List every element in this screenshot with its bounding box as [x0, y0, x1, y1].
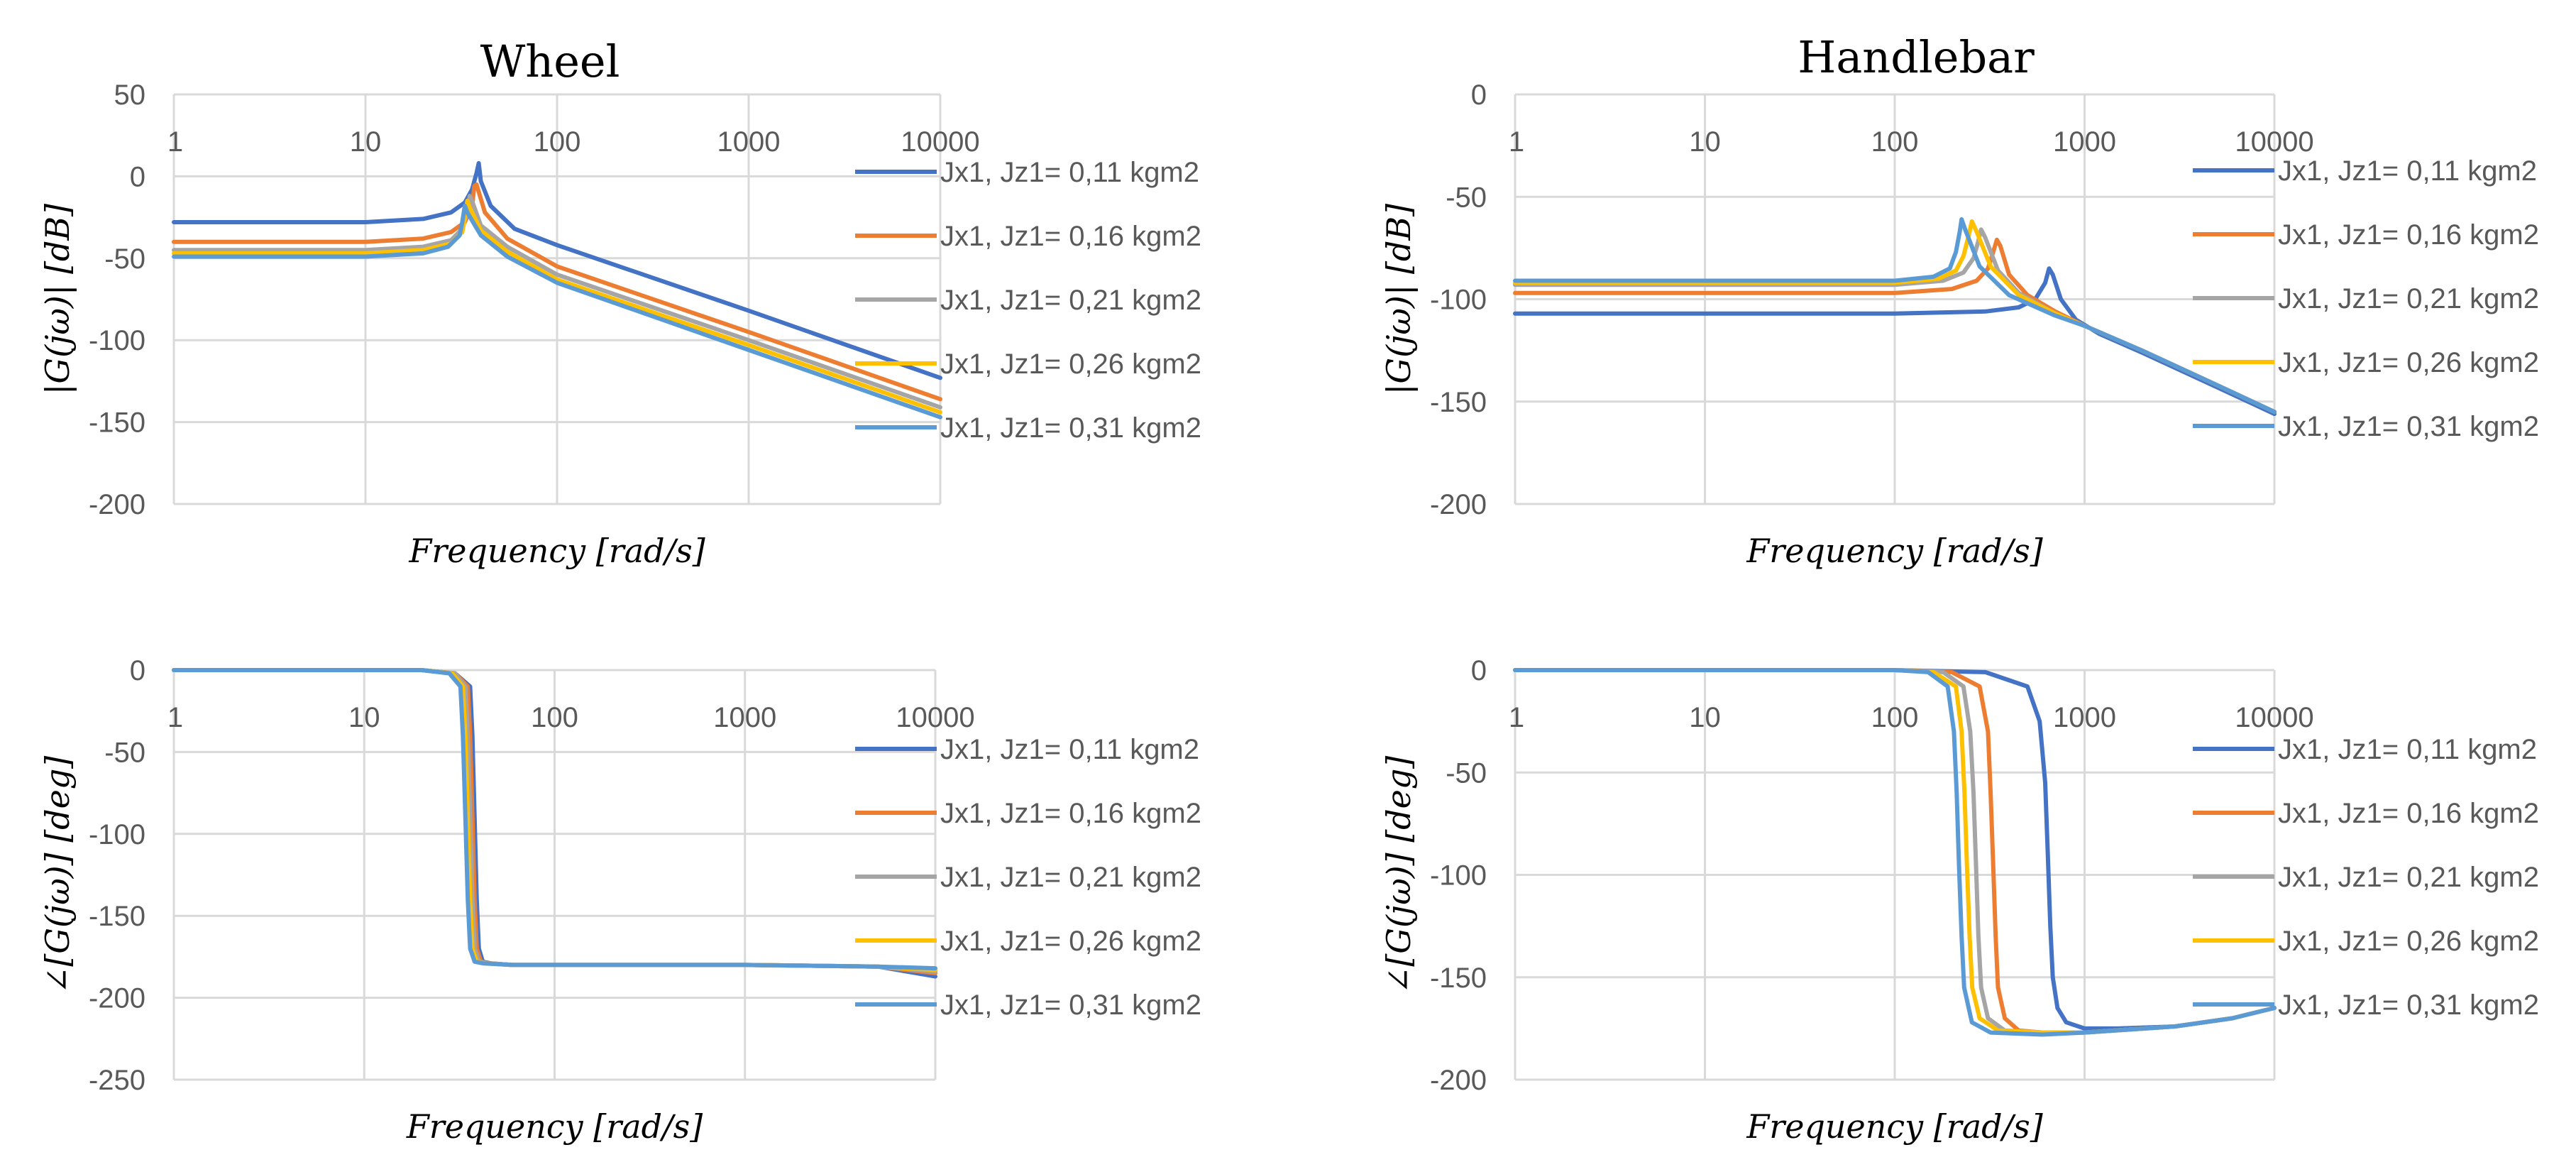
legend-entry-3: Jx1, Jz1= 0,21 kgm2 [2278, 862, 2539, 893]
legend-entry-2: Jx1, Jz1= 0,16 kgm2 [940, 221, 1201, 252]
y-tick-label: -100 [89, 325, 145, 356]
y-tick-label: -150 [1430, 387, 1487, 418]
x-tick-label: 1 [167, 702, 183, 733]
y-tick-label: -150 [89, 407, 145, 439]
x-tick-label: 100 [534, 126, 581, 158]
x-tick-label: 10 [1689, 702, 1721, 733]
y-tick-label: -200 [1430, 489, 1487, 520]
wheel-title: Wheel [480, 35, 620, 87]
y-tick-label: 0 [130, 161, 145, 192]
x-tick-label: 1 [167, 126, 183, 158]
x-tick-label: 1000 [717, 126, 781, 158]
legend-entry-3: Jx1, Jz1= 0,21 kgm2 [940, 862, 1201, 893]
x-axis-title: Frequency [rad/s] [406, 1107, 703, 1146]
y-axis-title: |G(jω)| [dB] [38, 204, 77, 395]
x-tick-label: 100 [1871, 126, 1919, 158]
y-axis-title: ∠[G(jω)] [deg] [38, 756, 77, 994]
y-axis-title: ∠[G(jω)] [deg] [1380, 756, 1418, 994]
series-line-3 [172, 194, 942, 410]
series-line-2 [172, 182, 942, 402]
series-line-5 [1513, 668, 2277, 1037]
y-tick-label: -150 [1430, 963, 1487, 994]
x-axis-title: Frequency [rad/s] [408, 532, 705, 570]
y-tick-label: -100 [89, 819, 145, 850]
x-tick-label: 1000 [2053, 702, 2116, 733]
y-tick-label: 50 [114, 80, 146, 111]
handlebar-title: Handlebar [1798, 31, 2035, 83]
x-tick-label: 10000 [901, 126, 979, 158]
y-tick-label: -50 [104, 243, 145, 275]
x-tick-label: 10000 [896, 702, 974, 733]
series-line-5 [172, 668, 937, 971]
x-tick-label: 10 [350, 126, 382, 158]
y-tick-label: -250 [89, 1065, 145, 1096]
legend-entry-5: Jx1, Jz1= 0,31 kgm2 [940, 990, 1201, 1021]
x-tick-label: 10000 [2235, 702, 2313, 733]
y-tick-label: 0 [1471, 655, 1487, 686]
y-tick-label: -200 [1430, 1065, 1487, 1096]
x-tick-label: 100 [531, 702, 578, 733]
y-tick-label: -100 [1430, 860, 1487, 892]
y-tick-label: -200 [89, 489, 145, 520]
legend-entry-2: Jx1, Jz1= 0,16 kgm2 [940, 798, 1201, 829]
legend-entry-3: Jx1, Jz1= 0,21 kgm2 [940, 285, 1201, 316]
y-tick-label: -50 [1446, 757, 1487, 789]
series-line-5 [1513, 217, 2277, 415]
series-line-4 [172, 199, 942, 415]
legend-entry-2: Jx1, Jz1= 0,16 kgm2 [2278, 219, 2539, 251]
x-tick-label: 100 [1871, 702, 1919, 733]
series-line-1 [172, 160, 942, 380]
legend-entry-4: Jx1, Jz1= 0,26 kgm2 [2278, 926, 2539, 957]
x-tick-label: 10000 [2235, 126, 2313, 158]
legend-entry-3: Jx1, Jz1= 0,21 kgm2 [2278, 283, 2539, 314]
y-axis-title: |G(jω)| [dB] [1380, 204, 1418, 395]
legend-entry-1: Jx1, Jz1= 0,11 kgm2 [940, 157, 1199, 188]
legend-entry-1: Jx1, Jz1= 0,11 kgm2 [940, 734, 1199, 765]
x-tick-label: 1 [1509, 702, 1524, 733]
legend-entry-4: Jx1, Jz1= 0,26 kgm2 [940, 926, 1201, 957]
x-tick-label: 1 [1509, 126, 1524, 158]
y-tick-label: 0 [130, 655, 145, 686]
legend-entry-1: Jx1, Jz1= 0,11 kgm2 [2278, 155, 2537, 187]
series-line-5 [172, 203, 942, 420]
legend-entry-5: Jx1, Jz1= 0,31 kgm2 [2278, 411, 2539, 442]
x-tick-label: 10 [348, 702, 380, 733]
y-tick-label: -50 [104, 737, 145, 768]
legend-entry-1: Jx1, Jz1= 0,11 kgm2 [2278, 734, 2537, 765]
x-tick-label: 10 [1689, 126, 1721, 158]
y-tick-label: 0 [1471, 80, 1487, 111]
x-tick-label: 1000 [713, 702, 776, 733]
x-axis-title: Frequency [rad/s] [1746, 532, 2042, 570]
y-tick-label: -50 [1446, 182, 1487, 213]
legend-entry-2: Jx1, Jz1= 0,16 kgm2 [2278, 798, 2539, 829]
legend-entry-5: Jx1, Jz1= 0,31 kgm2 [2278, 990, 2539, 1021]
x-axis-title: Frequency [rad/s] [1746, 1107, 2042, 1146]
legend-entry-5: Jx1, Jz1= 0,31 kgm2 [940, 412, 1201, 444]
y-tick-label: -100 [1430, 285, 1487, 316]
x-tick-label: 1000 [2053, 126, 2116, 158]
legend-entry-4: Jx1, Jz1= 0,26 kgm2 [940, 349, 1201, 380]
y-tick-label: -150 [89, 901, 145, 932]
y-tick-label: -200 [89, 983, 145, 1014]
legend-entry-4: Jx1, Jz1= 0,26 kgm2 [2278, 347, 2539, 378]
